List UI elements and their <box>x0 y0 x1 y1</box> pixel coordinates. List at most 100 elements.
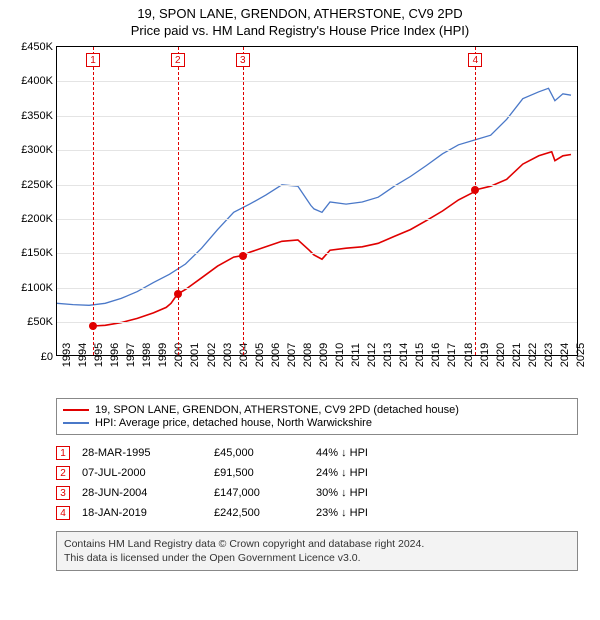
legend-item: HPI: Average price, detached house, Nort… <box>63 417 571 429</box>
sale-marker-line <box>475 47 476 355</box>
x-axis-label: 2017 <box>442 343 458 367</box>
x-axis-label: 2020 <box>491 343 507 367</box>
x-axis-label: 2008 <box>298 343 314 367</box>
sale-event-number: 4 <box>56 506 70 520</box>
x-axis-label: 2007 <box>282 343 298 367</box>
x-axis-label: 2018 <box>459 343 475 367</box>
x-axis-label: 2011 <box>346 343 362 367</box>
legend-item: 19, SPON LANE, GRENDON, ATHERSTONE, CV9 … <box>63 404 571 416</box>
legend-label: HPI: Average price, detached house, Nort… <box>95 417 372 429</box>
x-axis-label: 2006 <box>266 343 282 367</box>
sale-marker-number: 2 <box>171 53 185 67</box>
x-axis-label: 2013 <box>378 343 394 367</box>
sale-event-row: 1 28-MAR-1995 £45,000 44% ↓ HPI <box>56 443 578 463</box>
x-axis-label: 2016 <box>426 343 442 367</box>
sale-event-date: 28-JUN-2004 <box>82 487 202 499</box>
sale-marker-dot <box>239 252 247 260</box>
x-axis-label: 1999 <box>153 343 169 367</box>
x-axis-label: 2001 <box>185 343 201 367</box>
x-axis-label: 2012 <box>362 343 378 367</box>
plot-area: £0£50K£100K£150K£200K£250K£300K£350K£400… <box>56 46 578 356</box>
gridline <box>57 150 577 151</box>
x-axis-label: 2003 <box>218 343 234 367</box>
y-axis-label: £100K <box>21 282 57 294</box>
x-axis-label: 2005 <box>250 343 266 367</box>
sale-event-diff: 44% ↓ HPI <box>316 447 578 459</box>
sale-marker-number: 4 <box>468 53 482 67</box>
sale-marker-number: 1 <box>86 53 100 67</box>
series-price_paid <box>89 151 571 325</box>
legend-label: 19, SPON LANE, GRENDON, ATHERSTONE, CV9 … <box>95 404 459 416</box>
legend: 19, SPON LANE, GRENDON, ATHERSTONE, CV9 … <box>56 398 578 435</box>
sale-event-diff: 30% ↓ HPI <box>316 487 578 499</box>
sale-marker-line <box>243 47 244 355</box>
series-hpi <box>57 88 571 305</box>
x-axis-label: 2015 <box>410 343 426 367</box>
y-axis-label: £450K <box>21 41 57 53</box>
y-axis-label: £400K <box>21 75 57 87</box>
x-axis-label: 1996 <box>105 343 121 367</box>
x-axis-label: 2021 <box>507 343 523 367</box>
chart-container: 19, SPON LANE, GRENDON, ATHERSTONE, CV9 … <box>0 0 600 577</box>
x-axis-label: 1998 <box>137 343 153 367</box>
gridline <box>57 81 577 82</box>
y-axis-label: £350K <box>21 110 57 122</box>
sale-marker-line <box>178 47 179 355</box>
sale-event-number: 2 <box>56 466 70 480</box>
x-axis-label: 2023 <box>539 343 555 367</box>
sale-event-price: £91,500 <box>214 467 304 479</box>
gridline <box>57 322 577 323</box>
x-axis-label: 2025 <box>571 343 587 367</box>
sale-marker-number: 3 <box>236 53 250 67</box>
y-axis-label: £200K <box>21 213 57 225</box>
footer-line-2: This data is licensed under the Open Gov… <box>64 551 570 565</box>
y-axis-label: £300K <box>21 144 57 156</box>
legend-swatch <box>63 422 89 424</box>
gridline <box>57 288 577 289</box>
sale-event-row: 4 18-JAN-2019 £242,500 23% ↓ HPI <box>56 503 578 523</box>
sale-event-diff: 23% ↓ HPI <box>316 507 578 519</box>
y-axis-label: £250K <box>21 179 57 191</box>
gridline <box>57 116 577 117</box>
sale-event-number: 3 <box>56 486 70 500</box>
sale-events-table: 1 28-MAR-1995 £45,000 44% ↓ HPI 2 07-JUL-2000… <box>56 443 578 523</box>
x-axis-label: 2010 <box>330 343 346 367</box>
x-axis-label: 1993 <box>57 343 73 367</box>
sale-event-number: 1 <box>56 446 70 460</box>
sale-marker-line <box>93 47 94 355</box>
sale-marker-dot <box>89 322 97 330</box>
x-axis-label: 2002 <box>202 343 218 367</box>
x-axis-label: 2022 <box>523 343 539 367</box>
x-axis-label: 1997 <box>121 343 137 367</box>
chart-titles: 19, SPON LANE, GRENDON, ATHERSTONE, CV9 … <box>8 6 592 40</box>
y-axis-label: £50K <box>27 316 57 328</box>
sale-marker-dot <box>471 186 479 194</box>
sale-event-row: 2 07-JUL-2000 £91,500 24% ↓ HPI <box>56 463 578 483</box>
x-axis-label: 2004 <box>234 343 250 367</box>
x-axis-label: 2009 <box>314 343 330 367</box>
gridline <box>57 253 577 254</box>
sale-event-row: 3 28-JUN-2004 £147,000 30% ↓ HPI <box>56 483 578 503</box>
sale-event-date: 07-JUL-2000 <box>82 467 202 479</box>
gridline <box>57 185 577 186</box>
x-axis-label: 1994 <box>73 343 89 367</box>
sale-event-price: £242,500 <box>214 507 304 519</box>
sale-event-price: £45,000 <box>214 447 304 459</box>
chart-title-address: 19, SPON LANE, GRENDON, ATHERSTONE, CV9 … <box>8 6 592 23</box>
legend-swatch <box>63 409 89 411</box>
x-axis-label: 2024 <box>555 343 571 367</box>
sale-event-date: 28-MAR-1995 <box>82 447 202 459</box>
sale-marker-dot <box>174 290 182 298</box>
sale-event-price: £147,000 <box>214 487 304 499</box>
sale-event-diff: 24% ↓ HPI <box>316 467 578 479</box>
chart-title-sub: Price paid vs. HM Land Registry's House … <box>8 23 592 40</box>
y-axis-label: £0 <box>41 351 57 363</box>
sale-event-date: 18-JAN-2019 <box>82 507 202 519</box>
chart-lines-svg <box>57 47 579 357</box>
x-axis-label: 1995 <box>89 343 105 367</box>
footer-line-1: Contains HM Land Registry data © Crown c… <box>64 537 570 551</box>
x-axis-label: 2014 <box>394 343 410 367</box>
attribution-footer: Contains HM Land Registry data © Crown c… <box>56 531 578 571</box>
gridline <box>57 219 577 220</box>
x-axis-label: 2019 <box>475 343 491 367</box>
